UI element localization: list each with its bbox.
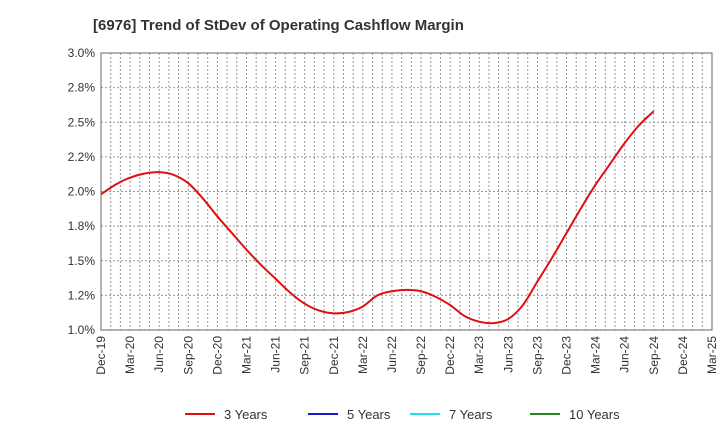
y-tick-label: 2.5%: [68, 115, 96, 129]
legend: 3 Years 5 Years 7 Years 10 Years: [185, 407, 620, 422]
y-tick-label: 2.2%: [68, 150, 96, 164]
x-tick-label: Dec-24: [676, 336, 690, 375]
x-tick-label: Mar-21: [239, 336, 253, 374]
grid: [101, 53, 712, 330]
chart-title: [6976] Trend of StDev of Operating Cashf…: [93, 17, 464, 34]
x-tick-label: Mar-23: [472, 336, 486, 374]
x-tick-label: Sep-23: [530, 336, 544, 375]
x-tick-label: Mar-25: [705, 336, 719, 374]
y-tick-label: 2.8%: [68, 81, 96, 95]
y-tick-label: 2.0%: [68, 185, 96, 199]
x-tick-label: Sep-22: [414, 336, 428, 375]
y-tick-label: 1.5%: [68, 254, 96, 268]
x-tick-label: Jun-20: [152, 336, 166, 373]
y-tick-label: 1.2%: [68, 288, 96, 302]
x-tick-label: Sep-21: [298, 336, 312, 375]
series-line-3-years: [100, 110, 655, 325]
legend-label: 3 Years: [224, 407, 268, 422]
legend-label: 7 Years: [449, 407, 493, 422]
x-tick-label: Dec-22: [443, 336, 457, 375]
x-tick-label: Mar-20: [123, 336, 137, 374]
x-tick-label: Sep-20: [181, 336, 195, 375]
x-tick-label: Dec-19: [94, 336, 108, 375]
x-tick-label: Jun-21: [269, 336, 283, 373]
legend-label: 10 Years: [569, 407, 620, 422]
x-tick-label: Dec-23: [560, 336, 574, 375]
x-tick-label: Dec-20: [210, 336, 224, 375]
legend-label: 5 Years: [347, 407, 391, 422]
y-tick-label: 1.8%: [68, 219, 96, 233]
x-axis: Dec-19 Mar-20 Jun-20 Sep-20 Dec-20 Mar-21 Jun-…: [94, 336, 719, 375]
x-tick-label: Jun-24: [618, 336, 632, 373]
y-axis: 1.0% 1.2% 1.5% 1.8% 2.0% 2.2% 2.5% 2.8% 3.0%: [68, 46, 96, 337]
x-tick-label: Mar-24: [589, 336, 603, 374]
series-lines: [100, 110, 655, 325]
y-tick-label: 3.0%: [68, 46, 96, 60]
x-tick-label: Jun-23: [501, 336, 515, 373]
x-tick-label: Mar-22: [356, 336, 370, 374]
x-tick-label: Dec-21: [327, 336, 341, 375]
x-tick-label: Jun-22: [385, 336, 399, 373]
plot-frame: [100, 52, 713, 331]
y-tick-label: 1.0%: [68, 323, 96, 337]
x-tick-label: Sep-24: [647, 336, 661, 375]
